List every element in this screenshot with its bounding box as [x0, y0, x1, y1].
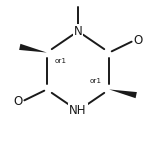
- Text: or1: or1: [55, 58, 67, 63]
- Text: O: O: [133, 34, 142, 47]
- Text: N: N: [74, 25, 82, 38]
- Text: or1: or1: [89, 79, 101, 84]
- Text: NH: NH: [69, 104, 87, 117]
- Polygon shape: [109, 89, 137, 98]
- Polygon shape: [19, 44, 47, 53]
- Text: O: O: [14, 95, 23, 108]
